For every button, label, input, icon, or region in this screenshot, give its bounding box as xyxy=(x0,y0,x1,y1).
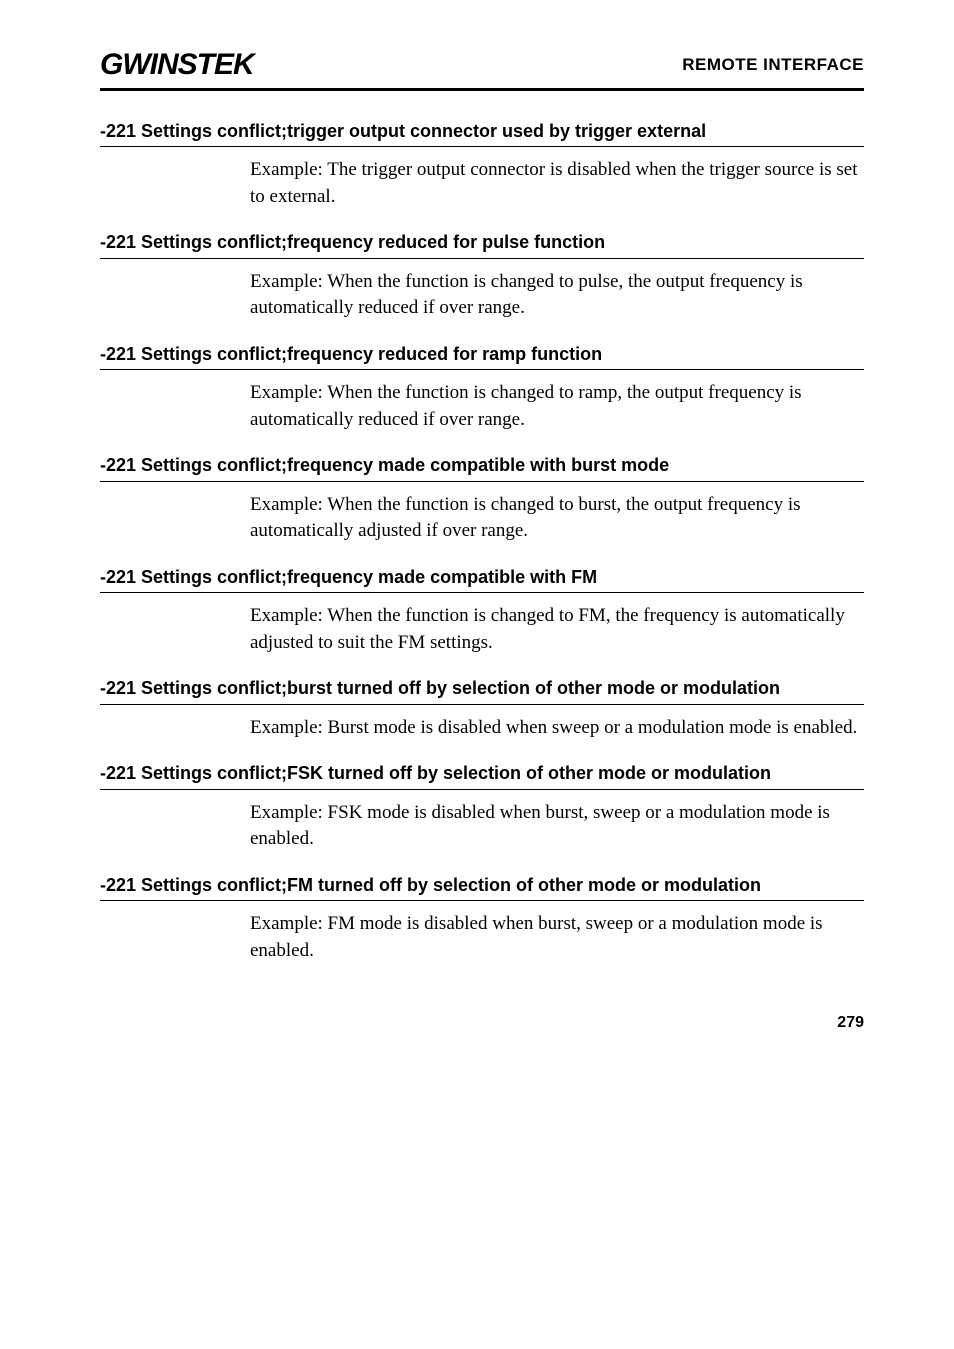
section-heading: -221 Settings conflict;frequency made co… xyxy=(100,453,864,481)
page-header: GWINSTEK REMOTE INTERFACE xyxy=(100,48,864,91)
section-body: Example: The trigger output connector is… xyxy=(100,157,864,210)
section-heading: -221 Settings conflict;burst turned off … xyxy=(100,676,864,704)
section-heading: -221 Settings conflict;frequency made co… xyxy=(100,565,864,593)
section-heading: -221 Settings conflict;FM turned off by … xyxy=(100,873,864,901)
section-heading: -221 Settings conflict;trigger output co… xyxy=(100,119,864,147)
section-body: Example: When the function is changed to… xyxy=(100,492,864,545)
content-sections: -221 Settings conflict;trigger output co… xyxy=(100,119,864,964)
section-heading: -221 Settings conflict;FSK turned off by… xyxy=(100,761,864,789)
section-body: Example: When the function is changed to… xyxy=(100,603,864,656)
section-body: Example: FSK mode is disabled when burst… xyxy=(100,800,864,853)
brand-logo: GWINSTEK xyxy=(100,48,254,82)
section-heading: -221 Settings conflict;frequency reduced… xyxy=(100,230,864,258)
section-body: Example: When the function is changed to… xyxy=(100,380,864,433)
section-heading: -221 Settings conflict;frequency reduced… xyxy=(100,342,864,370)
breadcrumb: REMOTE INTERFACE xyxy=(682,55,864,75)
section-body: Example: When the function is changed to… xyxy=(100,269,864,322)
section-body: Example: Burst mode is disabled when swe… xyxy=(100,715,864,742)
section-body: Example: FM mode is disabled when burst,… xyxy=(100,911,864,964)
page-number: 279 xyxy=(100,1014,864,1032)
